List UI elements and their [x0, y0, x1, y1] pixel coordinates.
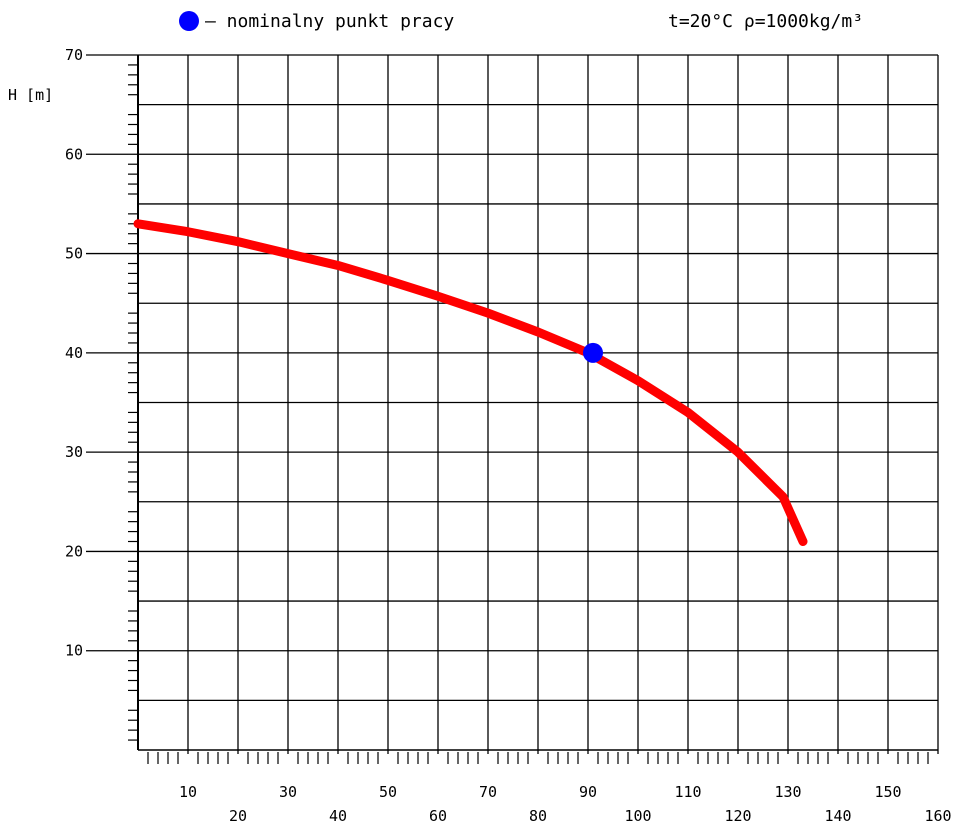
x-tick-label: 80 — [529, 807, 547, 825]
legend-marker-label: – nominalny punkt pracy — [205, 11, 454, 32]
minor-ticks — [128, 64, 929, 764]
x-tick-label: 140 — [824, 807, 851, 825]
x-tick-label: 90 — [579, 783, 597, 801]
series-layer — [133, 219, 808, 546]
x-tick-label: 150 — [874, 783, 901, 801]
y-tick-label: 20 — [65, 542, 83, 560]
x-tick-label: 60 — [429, 807, 447, 825]
y-tick-label: 30 — [65, 443, 83, 461]
nominal-point-marker — [583, 342, 603, 363]
x-tick-label: 40 — [329, 807, 347, 825]
y-tick-label: 50 — [65, 245, 83, 263]
y-tick-label: 40 — [65, 344, 83, 362]
x-tick-label: 70 — [479, 783, 497, 801]
legend-marker-icon — [179, 11, 199, 31]
x-tick-label: 20 — [229, 807, 247, 825]
x-tick-label: 100 — [624, 807, 651, 825]
axes — [137, 55, 938, 751]
grid — [86, 54, 939, 754]
y-tick-label: 70 — [65, 46, 83, 64]
conditions-label: t=20°C ρ=1000kg/m³ — [668, 11, 863, 32]
legend: – nominalny punkt pracy t=20°C ρ=1000kg/… — [179, 11, 863, 32]
y-axis-label: H [m] — [8, 86, 53, 104]
x-tick-label: 160 — [924, 807, 951, 825]
x-tick-label: 130 — [774, 783, 801, 801]
x-tick-label: 110 — [674, 783, 701, 801]
x-tick-label: 10 — [179, 783, 197, 801]
x-tick-label: 30 — [279, 783, 297, 801]
y-tick-label: 10 — [65, 642, 83, 660]
y-tick-labels: 10 20 30 40 50 60 70 — [65, 46, 83, 660]
x-tick-label: 50 — [379, 783, 397, 801]
x-tick-labels: 10 20 30 40 50 60 70 80 90 100 110 120 130 140 150 160 — [179, 783, 952, 825]
x-tick-label: 120 — [724, 807, 751, 825]
pump-curve-line — [133, 219, 808, 546]
y-tick-label: 60 — [65, 145, 83, 163]
